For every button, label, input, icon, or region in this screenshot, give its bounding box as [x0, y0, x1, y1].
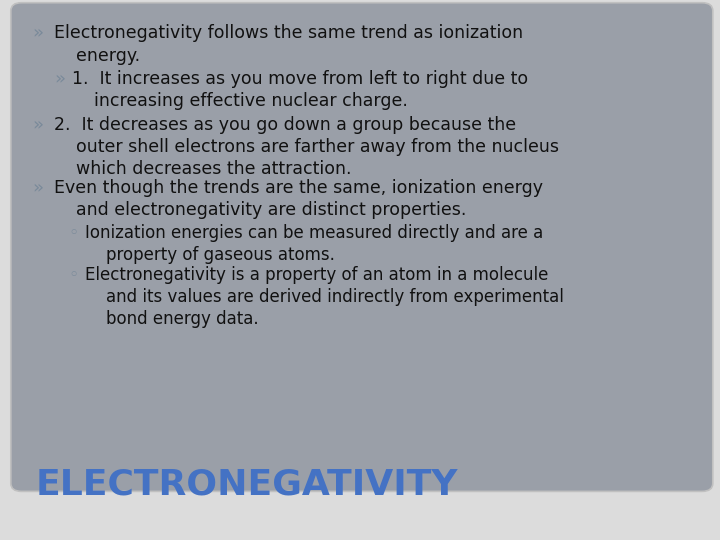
Text: »: » — [32, 179, 43, 197]
Text: »: » — [32, 24, 43, 42]
Text: Electronegativity follows the same trend as ionization
    energy.: Electronegativity follows the same trend… — [54, 24, 523, 64]
Text: Even though the trends are the same, ionization energy
    and electronegativity: Even though the trends are the same, ion… — [54, 179, 543, 219]
Text: 1.  It increases as you move from left to right due to
    increasing effective : 1. It increases as you move from left to… — [72, 70, 528, 110]
Text: Electronegativity is a property of an atom in a molecule
    and its values are : Electronegativity is a property of an at… — [85, 266, 564, 328]
Text: Ionization energies can be measured directly and are a
    property of gaseous a: Ionization energies can be measured dire… — [85, 224, 543, 264]
Text: ELECTRONEGATIVITY: ELECTRONEGATIVITY — [36, 467, 459, 501]
Text: »: » — [32, 116, 43, 134]
Text: ◦: ◦ — [68, 224, 78, 242]
Text: »: » — [54, 70, 65, 88]
Text: 2.  It decreases as you go down a group because the
    outer shell electrons ar: 2. It decreases as you go down a group b… — [54, 116, 559, 179]
Text: ◦: ◦ — [68, 266, 78, 284]
FancyBboxPatch shape — [11, 3, 713, 491]
